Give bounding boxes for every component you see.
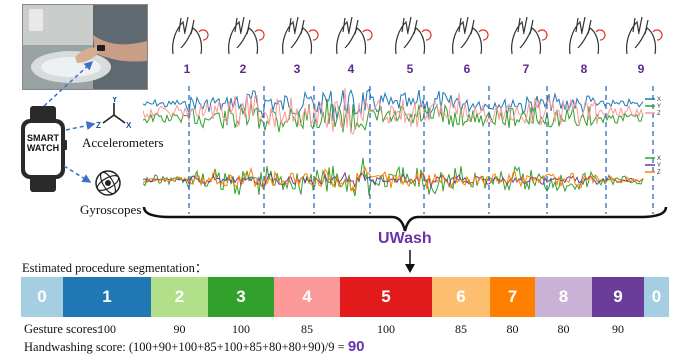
gesture-2-icon [228,16,265,55]
step-number-2: 2 [239,62,247,76]
smartwatch-icon [21,106,67,192]
gyro-trace-z [143,166,644,192]
gesture-score-8: 80 [557,322,570,336]
axis-x-label: X [126,121,132,130]
gyro-legend-y: Y [657,163,661,169]
handwashing-score-formula: Handwashing score: (100+90+100+85+100+85… [24,340,348,354]
gyro-legend-x: X [657,156,661,162]
handwashing-photo [22,4,148,90]
segment-4: 4 [274,277,340,317]
step-number-7: 7 [522,62,530,76]
segment-7: 7 [490,277,535,317]
smartwatch-label: SMART WATCH [23,133,63,153]
segmentation-caption: Estimated procedure segmentation： [22,261,208,275]
gesture-9-icon [626,16,663,55]
handwashing-score: Handwashing score: (100+90+100+85+100+85… [24,338,365,355]
gesture-score-6: 85 [455,322,467,336]
smartwatch-label-line2: WATCH [26,143,60,153]
gyroscopes-label: Gyroscopes [80,202,142,217]
gesture-7-icon [511,16,548,55]
gesture-score-3: 100 [232,322,250,336]
axis-y-label: Y [112,97,118,104]
segment-9: 9 [592,277,644,317]
gesture-score-5: 100 [377,322,395,336]
down-arrow-icon [405,250,415,273]
segment-3: 3 [208,277,274,317]
segment-1: 1 [63,277,151,317]
gesture-8-icon [569,16,606,55]
accelerometer-axes-icon: Y Z X [96,97,132,130]
step-number-5: 5 [406,62,414,76]
gesture-5-icon [395,16,432,55]
gesture-4-icon [336,16,373,55]
gesture-6-icon [452,16,489,55]
segment-2: 2 [151,277,208,317]
smartwatch-label-line1: SMART [27,133,59,143]
gesture-score-2: 90 [173,322,186,336]
gesture-score-1: 100 [98,322,116,336]
segment-8: 8 [535,277,592,317]
gyro-legend-z: Z [657,170,661,176]
axis-z-label: Z [96,121,101,130]
step-number-9: 9 [637,62,645,76]
gesture-icons [172,16,663,55]
gyroscope-icon [95,170,121,196]
accel-legend-z: Z [657,111,661,117]
uwash-title: UWash [378,230,432,247]
accel-legend-x: X [657,97,661,103]
gesture-score-4: 85 [301,322,313,336]
step-number-1: 1 [183,62,191,76]
step-number-6: 6 [463,62,471,76]
segment-10: 0 [644,277,669,317]
curly-brace [142,206,668,232]
gesture-scores-label: Gesture scores: [24,322,101,336]
arrow-to-accelerometer [65,121,96,131]
segment-6: 6 [432,277,490,317]
gesture-score-9: 90 [612,322,624,336]
segment-0: 0 [21,277,63,317]
sensor-signal-plots: X Y Z X Y Z [143,86,661,214]
accel-trace-x [143,88,644,121]
step-number-3: 3 [293,62,301,76]
arrow-to-photo [43,60,94,107]
accel-trace-z [143,87,644,135]
handwashing-score-value: 90 [347,338,365,355]
gesture-score-7: 80 [506,322,519,336]
accel-legend-y: Y [657,104,661,110]
segment-5: 5 [340,277,432,317]
gesture-3-icon [282,16,319,55]
step-number-8: 8 [580,62,588,76]
accelerometers-label: Accelerometers [82,135,164,150]
accel-trace-y [143,98,644,134]
gesture-1-icon [172,16,209,55]
step-number-4: 4 [347,62,355,76]
arrow-to-gyroscope [63,165,92,183]
